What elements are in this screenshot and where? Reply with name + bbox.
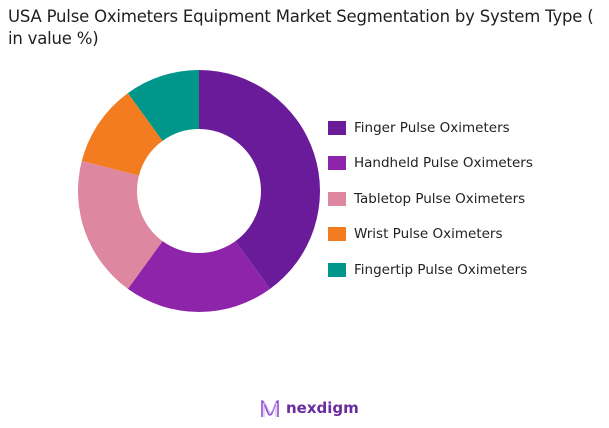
donut-slice-tabletop-pulse-oximeters [77,160,163,289]
legend-label: Finger Pulse Oximeters [354,119,510,136]
legend-item-tabletop: Tabletop Pulse Oximeters [328,181,533,217]
legend-swatch-fingertip [328,262,346,277]
legend-label: Fingertip Pulse Oximeters [354,261,528,278]
nexdigm-logo: nexdigm [259,397,359,419]
logo-text: nexdigm [286,399,359,417]
legend-label: Wrist Pulse Oximeters [354,226,503,243]
legend-item-wrist: Wrist Pulse Oximeters [328,217,533,253]
legend-swatch-handheld [328,156,346,171]
legend-swatch-tabletop [328,191,346,206]
legend-swatch-finger [328,120,346,135]
legend-item-finger: Finger Pulse Oximeters [328,110,533,146]
legend-item-handheld: Handheld Pulse Oximeters [328,146,533,182]
legend-item-fingertip: Fingertip Pulse Oximeters [328,252,533,288]
donut-slice-finger-pulse-oximeters [199,70,320,289]
donut-slices [77,70,320,313]
legend-swatch-wrist [328,227,346,242]
donut-slice-handheld-pulse-oximeters [127,241,271,313]
chart-title: USA Pulse Oximeters Equipment Market Seg… [8,7,594,48]
wave-n-icon [261,400,279,417]
legend-label: Handheld Pulse Oximeters [354,155,533,172]
donut-slice-wrist-pulse-oximeters [81,93,163,176]
donut-slice-fingertip-pulse-oximeters [127,70,199,141]
legend-label: Tabletop Pulse Oximeters [354,190,526,207]
legend: Finger Pulse Oximeters Handheld Pulse Ox… [328,110,533,288]
